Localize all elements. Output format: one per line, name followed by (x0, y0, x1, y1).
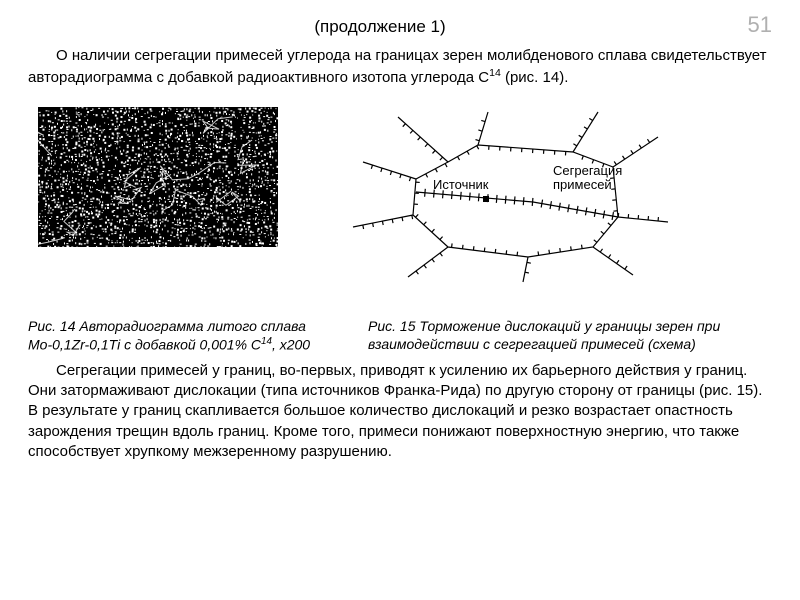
body-paragraph: Сегрегации примесей у границ, во-первых,… (28, 361, 772, 462)
fig14-caption: Рис. 14 Авторадиограмма литого сплава Мо… (28, 317, 328, 355)
page-number: 51 (732, 12, 772, 38)
svg-text:примесей: примесей (553, 177, 612, 192)
label-source: Источник (433, 177, 489, 192)
intro-paragraph: О наличии сегрегации примесей углерода н… (28, 46, 772, 89)
continuation-header: (продолжение 1) (28, 17, 732, 37)
fig14-micrograph (38, 107, 278, 247)
fig15-caption: Рис. 15 Торможение дислокаций у границы … (368, 317, 772, 355)
label-segregation: Сегрегация (553, 163, 622, 178)
fig15-grain-diagram: Источник Сегрегацияпримесей (338, 107, 678, 287)
